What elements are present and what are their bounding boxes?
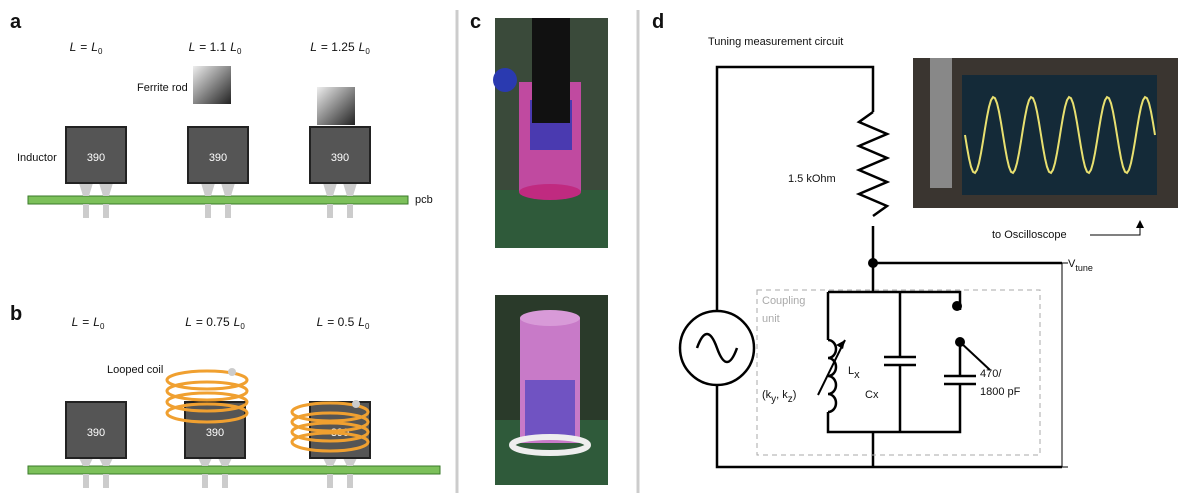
coil-loop [167, 382, 247, 400]
leg [323, 458, 337, 466]
condition: L=L0 [70, 40, 103, 56]
leg [79, 458, 93, 466]
text: L [358, 315, 365, 329]
vtune-label: Vtune [1068, 258, 1093, 273]
panel-label: b [10, 303, 22, 325]
oscilloscope-photo [913, 58, 1178, 208]
text: L [72, 315, 79, 329]
text: tune [1075, 263, 1093, 273]
text: C [865, 389, 873, 401]
leg [205, 204, 211, 218]
text: L [359, 40, 366, 54]
text: 0 [365, 322, 370, 331]
pcb [28, 196, 408, 204]
leg [198, 458, 212, 466]
text: 0 [365, 47, 370, 56]
leg [83, 474, 89, 488]
leg [343, 458, 357, 466]
ferrite-rod [317, 87, 355, 125]
coupling-label: unit [762, 313, 780, 325]
text: 0 [98, 47, 103, 56]
photo [493, 18, 608, 248]
inductor-label: Inductor [17, 152, 57, 164]
inductor-label: Lx [848, 365, 860, 381]
text: L [70, 40, 77, 54]
leg [79, 183, 93, 196]
leg [343, 183, 357, 196]
text: = 0.75 [196, 315, 230, 329]
circuit-title: Tuning measurement circuit [708, 36, 843, 48]
page: a Inductor Ferrite rod pcb b Looped coil… [0, 0, 1195, 493]
leg [99, 458, 113, 466]
coil-end [352, 400, 360, 408]
text: L [185, 315, 192, 329]
leg [103, 474, 109, 488]
text: L [189, 40, 196, 54]
text: = 0.5 [327, 315, 354, 329]
leg [327, 474, 333, 488]
text: = [82, 315, 89, 329]
leg [347, 474, 353, 488]
coil-label: Looped coil [107, 364, 163, 376]
leg [323, 183, 337, 196]
ferrite-label: Ferrite rod [137, 82, 188, 94]
capacitor-label: Cx [865, 389, 879, 401]
switch-cap-label: 470/ [980, 368, 1002, 380]
k-label: (ky, kz) [762, 389, 796, 405]
figure: a Inductor Ferrite rod pcb b Looped coil… [0, 0, 1195, 493]
chip-label: 390 [87, 427, 105, 439]
text: L [234, 315, 241, 329]
leg [347, 204, 353, 218]
scope-label: to Oscilloscope [992, 229, 1067, 241]
pcb-label: pcb [415, 194, 433, 206]
chip-label: 390 [87, 152, 105, 164]
leg [103, 204, 109, 218]
panel-label: c [470, 11, 481, 33]
chip-label: 390 [206, 427, 224, 439]
chip-label: 390 [209, 152, 227, 164]
leg [83, 204, 89, 218]
condition: L=L0 [72, 315, 105, 331]
text: 0 [240, 322, 245, 331]
leg [202, 474, 208, 488]
panel-label: d [652, 11, 664, 33]
switch-cap-label: 1800 pF [980, 386, 1021, 398]
text: x [873, 389, 879, 401]
leg [201, 183, 215, 196]
text: x [854, 369, 860, 381]
leg [99, 183, 113, 196]
text: L [310, 40, 317, 54]
text: L [317, 315, 324, 329]
coil-end [228, 368, 236, 376]
leg [225, 204, 231, 218]
text: = 1.1 [199, 40, 226, 54]
photo [495, 295, 608, 485]
leg [221, 183, 235, 196]
text: , k [776, 389, 788, 401]
text: ) [793, 389, 797, 401]
panel-label: a [10, 11, 22, 33]
leg [327, 204, 333, 218]
condition: L= 1.1L0 [189, 40, 242, 56]
text: L [91, 40, 98, 54]
text: = [80, 40, 87, 54]
text: L [93, 315, 100, 329]
resistor-label: 1.5 kOhm [788, 173, 836, 185]
ferrite-rod [193, 66, 231, 104]
chip-label: 390 [331, 152, 349, 164]
text: 0 [237, 47, 242, 56]
leg [222, 474, 228, 488]
leg [218, 458, 232, 466]
text: L [230, 40, 237, 54]
text: 0 [100, 322, 105, 331]
text: = 1.25 [321, 40, 355, 54]
pcb [28, 466, 440, 474]
coupling-label: Coupling [762, 295, 805, 307]
